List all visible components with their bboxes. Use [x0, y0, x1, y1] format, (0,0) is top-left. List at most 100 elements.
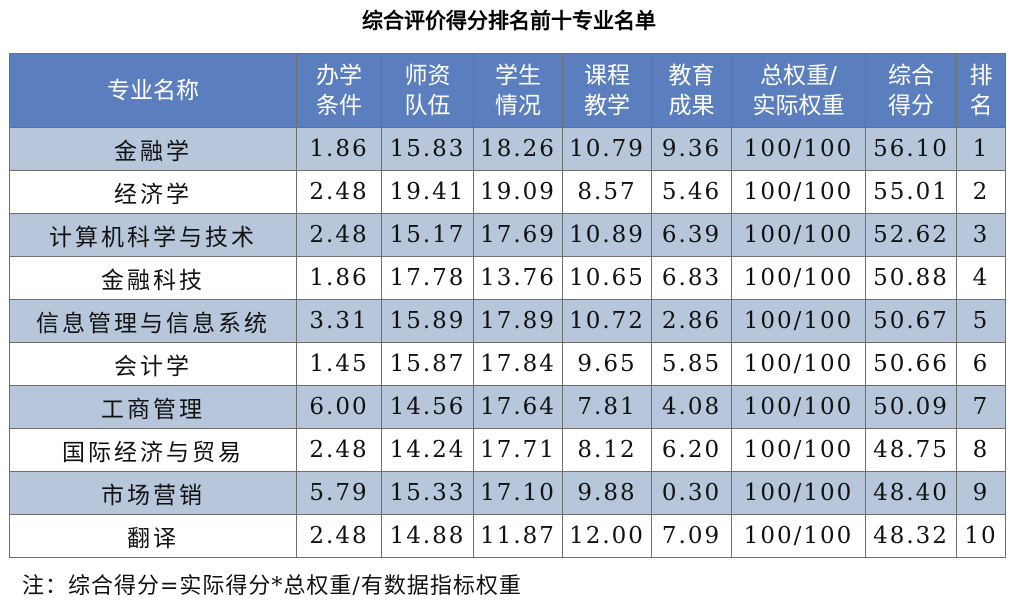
- table-row: 计算机科学与技术 2.48 15.17 17.69 10.89 6.39 100…: [9, 213, 1006, 257]
- table-row: 金融科技 1.86 17.78 13.76 10.65 6.83 100/100…: [9, 256, 1006, 300]
- cell-faculty: 14.56: [381, 385, 474, 429]
- table-row: 国际经济与贸易 2.48 14.24 17.71 8.12 6.20 100/1…: [9, 428, 1006, 472]
- cell-course: 9.65: [562, 342, 652, 386]
- cell-students: 17.69: [473, 213, 563, 257]
- cell-faculty: 15.33: [381, 471, 474, 515]
- table-row: 工商管理 6.00 14.56 17.64 7.81 4.08 100/100 …: [9, 385, 1006, 429]
- cell-faculty: 15.89: [381, 299, 474, 343]
- ranking-table: 专业名称 办学 条件 师资 队伍 学生 情况 课程 教学 教育 成果: [9, 53, 1006, 558]
- cell-major-name: 金融科技: [9, 256, 297, 300]
- cell-conditions: 3.31: [296, 299, 382, 343]
- cell-rank: 2: [956, 170, 1006, 214]
- cell-major-name: 翻译: [9, 514, 297, 558]
- cell-major-name: 信息管理与信息系统: [9, 299, 297, 343]
- cell-outcome: 5.46: [651, 170, 732, 214]
- header-course: 课程 教学: [562, 53, 652, 128]
- cell-score: 48.32: [865, 514, 957, 558]
- header-label-line2: 名: [969, 92, 993, 119]
- cell-outcome: 6.83: [651, 256, 732, 300]
- header-rank: 排 名: [956, 53, 1006, 128]
- cell-score: 50.09: [865, 385, 957, 429]
- cell-weight: 100/100: [731, 514, 866, 558]
- cell-students: 11.87: [473, 514, 563, 558]
- table-row: 翻译 2.48 14.88 11.87 12.00 7.09 100/100 4…: [9, 514, 1006, 558]
- table-row: 市场营销 5.79 15.33 17.10 9.88 0.30 100/100 …: [9, 471, 1006, 515]
- header-label-line1: 教育: [668, 62, 715, 89]
- cell-weight: 100/100: [731, 342, 866, 386]
- cell-students: 17.64: [473, 385, 563, 429]
- cell-students: 17.89: [473, 299, 563, 343]
- cell-major-name: 经济学: [9, 170, 297, 214]
- cell-course: 10.79: [562, 127, 652, 171]
- footnote: 注：综合得分=实际得分*总权重/有数据指标权重: [22, 574, 522, 599]
- cell-score: 50.66: [865, 342, 957, 386]
- cell-conditions: 2.48: [296, 428, 382, 472]
- cell-weight: 100/100: [731, 385, 866, 429]
- cell-major-name: 工商管理: [9, 385, 297, 429]
- header-score: 综合 得分: [865, 53, 957, 128]
- cell-outcome: 0.30: [651, 471, 732, 515]
- header-label-line2: 实际权重: [752, 92, 845, 119]
- header-conditions: 办学 条件: [296, 53, 382, 128]
- cell-weight: 100/100: [731, 170, 866, 214]
- cell-score: 52.62: [865, 213, 957, 257]
- header-major-name: 专业名称: [9, 53, 297, 128]
- cell-outcome: 6.20: [651, 428, 732, 472]
- header-weight: 总权重/ 实际权重: [731, 53, 866, 128]
- header-label: 专业名称: [107, 77, 199, 104]
- cell-weight: 100/100: [731, 471, 866, 515]
- header-label-line1: 师资: [404, 62, 451, 89]
- cell-course: 8.12: [562, 428, 652, 472]
- cell-score: 48.75: [865, 428, 957, 472]
- header-outcome: 教育 成果: [651, 53, 732, 128]
- cell-rank: 5: [956, 299, 1006, 343]
- cell-conditions: 2.48: [296, 170, 382, 214]
- header-label-line1: 排: [969, 62, 993, 89]
- header-label-line2: 成果: [668, 92, 715, 119]
- cell-major-name: 市场营销: [9, 471, 297, 515]
- cell-rank: 6: [956, 342, 1006, 386]
- cell-course: 10.72: [562, 299, 652, 343]
- cell-major-name: 会计学: [9, 342, 297, 386]
- cell-weight: 100/100: [731, 127, 866, 171]
- cell-course: 8.57: [562, 170, 652, 214]
- cell-rank: 9: [956, 471, 1006, 515]
- header-label-line2: 情况: [495, 92, 541, 119]
- cell-outcome: 7.09: [651, 514, 732, 558]
- header-label-line2: 得分: [888, 92, 934, 119]
- cell-rank: 7: [956, 385, 1006, 429]
- header-label-line1: 学生: [495, 62, 541, 89]
- cell-faculty: 15.83: [381, 127, 474, 171]
- header-students: 学生 情况: [473, 53, 563, 128]
- cell-rank: 10: [956, 514, 1006, 558]
- cell-weight: 100/100: [731, 428, 866, 472]
- cell-major-name: 计算机科学与技术: [9, 213, 297, 257]
- cell-outcome: 9.36: [651, 127, 732, 171]
- cell-conditions: 2.48: [296, 514, 382, 558]
- cell-weight: 100/100: [731, 213, 866, 257]
- cell-score: 55.01: [865, 170, 957, 214]
- cell-students: 17.84: [473, 342, 563, 386]
- cell-conditions: 5.79: [296, 471, 382, 515]
- cell-outcome: 5.85: [651, 342, 732, 386]
- cell-students: 18.26: [473, 127, 563, 171]
- table-row: 经济学 2.48 19.41 19.09 8.57 5.46 100/100 5…: [9, 170, 1006, 214]
- cell-conditions: 1.86: [296, 256, 382, 300]
- cell-rank: 4: [956, 256, 1006, 300]
- header-label-line2: 队伍: [404, 92, 451, 119]
- cell-course: 9.88: [562, 471, 652, 515]
- cell-students: 17.10: [473, 471, 563, 515]
- cell-score: 48.40: [865, 471, 957, 515]
- cell-weight: 100/100: [731, 299, 866, 343]
- cell-course: 10.89: [562, 213, 652, 257]
- table-row: 金融学 1.86 15.83 18.26 10.79 9.36 100/100 …: [9, 127, 1006, 171]
- cell-faculty: 19.41: [381, 170, 474, 214]
- cell-faculty: 15.17: [381, 213, 474, 257]
- header-label-line2: 教学: [584, 92, 630, 119]
- cell-outcome: 2.86: [651, 299, 732, 343]
- cell-students: 19.09: [473, 170, 563, 214]
- cell-score: 50.67: [865, 299, 957, 343]
- cell-conditions: 1.45: [296, 342, 382, 386]
- cell-students: 13.76: [473, 256, 563, 300]
- cell-conditions: 1.86: [296, 127, 382, 171]
